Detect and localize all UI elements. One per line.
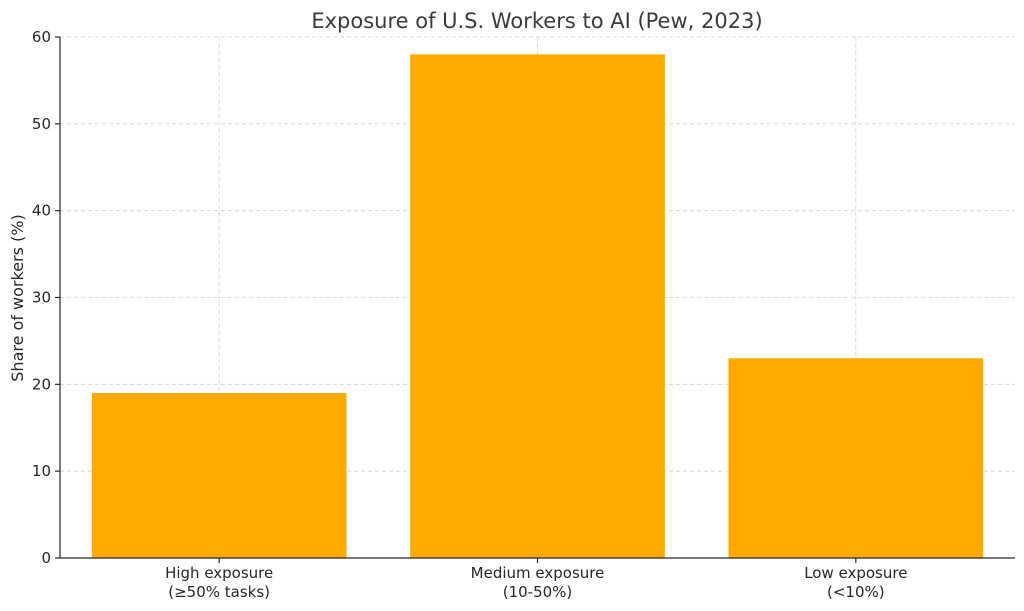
y-tick-label: 40 xyxy=(32,202,51,220)
y-tick-label: 30 xyxy=(32,289,51,307)
y-axis-label: Share of workers (%) xyxy=(8,214,27,381)
y-tick-label: 0 xyxy=(41,549,51,567)
x-tick-label: Medium exposure (10-50%) xyxy=(471,564,605,601)
y-tick-label: 20 xyxy=(32,375,51,393)
x-tick-label-line: (≥50% tasks) xyxy=(168,583,270,601)
chart-title: Exposure of U.S. Workers to AI (Pew, 202… xyxy=(311,9,762,33)
bar xyxy=(728,358,984,558)
x-tick-label-line: Low exposure xyxy=(804,564,907,582)
x-tick-label: High exposure (≥50% tasks) xyxy=(165,564,273,601)
x-tick-label: Low exposure (<10%) xyxy=(804,564,907,601)
y-tick-label: 60 xyxy=(32,28,51,46)
bars-layer xyxy=(91,54,984,558)
bar xyxy=(410,54,665,558)
x-tick-label-line: High exposure xyxy=(165,564,273,582)
x-tick-label-line: Medium exposure xyxy=(471,564,605,582)
y-tick-label: 50 xyxy=(32,115,51,133)
x-tick-label-line: (10-50%) xyxy=(503,583,573,601)
y-tick-label: 10 xyxy=(32,462,51,480)
bar xyxy=(91,393,347,558)
y-tick-labels: 0 10 20 30 40 50 60 xyxy=(32,28,60,567)
x-tick-labels: High exposure (≥50% tasks) Medium exposure… xyxy=(165,558,907,601)
x-tick-label-line: (<10%) xyxy=(827,583,885,601)
